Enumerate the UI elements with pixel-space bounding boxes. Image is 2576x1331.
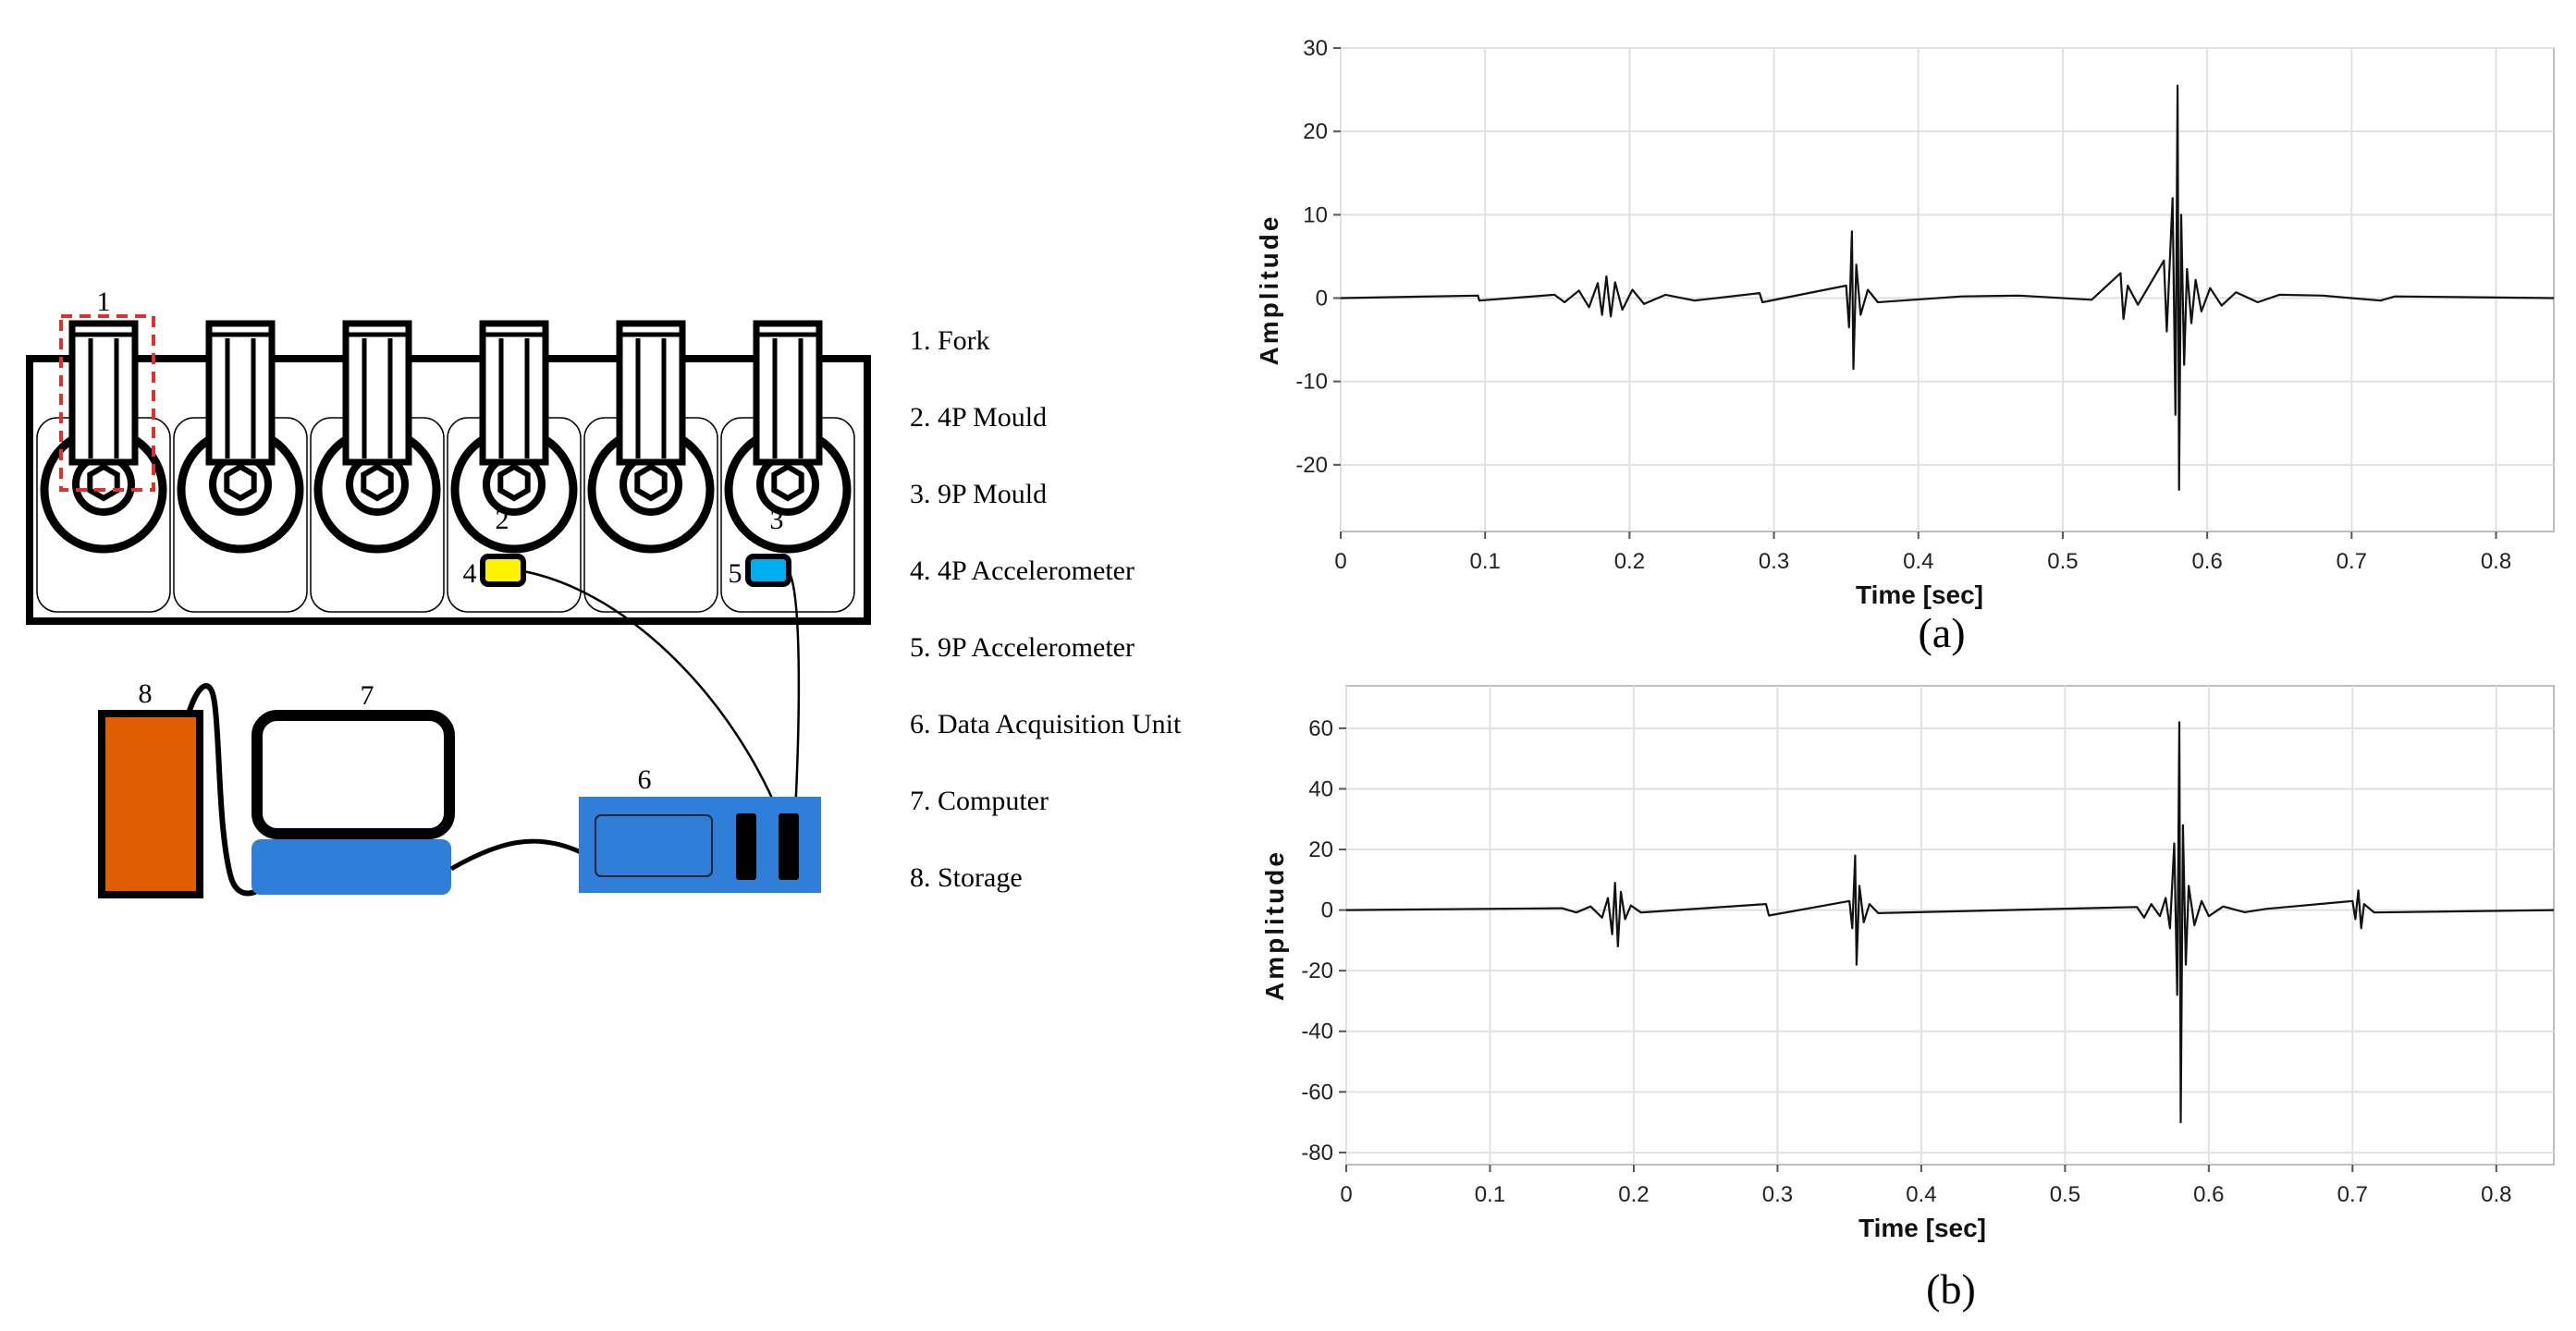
y-tick-label: -10 [1295, 370, 1328, 395]
x-tick-label: 0.1 [1470, 549, 1501, 574]
signal-series-line [1345, 721, 2555, 1124]
y-tick-label: 20 [1308, 837, 1333, 862]
legend-9p-accelerometer: 5. 9P Accelerometer [910, 632, 1135, 663]
y-tick-label: -40 [1301, 1020, 1333, 1044]
fork-hex-nut [87, 463, 120, 502]
computer-daq-cable [449, 838, 583, 872]
x-tick-label: 0.1 [1475, 1182, 1505, 1207]
daq-display [595, 814, 713, 877]
fork-hex-nut [634, 463, 668, 502]
fork-hex-nut [771, 463, 804, 502]
x-tick-label: 0.7 [2337, 1182, 2368, 1207]
legend-computer: 7. Computer [910, 786, 1049, 816]
y-axis-label: Amplitude [1255, 214, 1283, 366]
legend-storage: 8. Storage [910, 862, 1023, 893]
legend-fork: 1. Fork [910, 325, 990, 356]
label-6: 6 [638, 764, 652, 795]
daq-port-1 [736, 813, 756, 880]
y-tick-label: 0 [1321, 898, 1333, 923]
fork-outer [342, 320, 412, 466]
legend: 1. Fork 2. 4P Mould 3. 9P Mould 4. 4P Ac… [910, 325, 1182, 893]
fork [479, 320, 549, 502]
y-tick-label: 20 [1303, 119, 1328, 144]
y-tick-label: 60 [1308, 716, 1333, 741]
label-8: 8 [139, 678, 153, 709]
forks [68, 320, 823, 502]
x-tick-label: 0.8 [2481, 1182, 2511, 1207]
fork [342, 320, 412, 502]
label-3: 3 [770, 505, 784, 535]
legend-4p-mould: 2. 4P Mould [910, 402, 1047, 433]
fork-outer [479, 320, 549, 466]
x-tick-label: 0.7 [2337, 549, 2367, 574]
label-4: 4 [463, 558, 477, 589]
fork-outer [753, 320, 823, 466]
x-tick-label: 0.4 [1906, 1182, 1936, 1207]
caption-a: (a) [1918, 609, 1965, 656]
daq-port-2 [779, 813, 799, 880]
y-tick-label: -80 [1301, 1141, 1333, 1166]
label-1: 1 [97, 287, 111, 317]
chart-a: 0 0.1 0.2 0.3 0.4 0.5 0.6 0.7 0.8 30 20 10 0 -10 -20 Ti… [1255, 36, 2555, 609]
legend-9p-mould: 3. 9P Mould [910, 479, 1047, 509]
y-axis-label: Amplitude [1260, 849, 1289, 1001]
fork-hex-nut [361, 463, 394, 502]
y-tick-label: -20 [1295, 453, 1328, 478]
label-7: 7 [361, 680, 374, 711]
cable-9p-accelerometer [787, 570, 801, 814]
x-tick-label: 0.2 [1618, 1182, 1649, 1207]
x-axis-label: Time [sec] [1858, 1214, 1986, 1242]
fork-highlight-box [59, 314, 155, 492]
y-tick-label: 0 [1316, 287, 1328, 311]
fork [616, 320, 686, 502]
y-tick-label: 40 [1308, 776, 1333, 801]
x-tick-label: 0.8 [2481, 549, 2511, 574]
x-tick-label: 0.6 [2193, 1182, 2224, 1207]
accelerometer-4p [480, 554, 526, 587]
storage-cable [186, 683, 263, 897]
computer-base [251, 839, 451, 895]
plot-area [1340, 47, 2555, 532]
fork [753, 320, 823, 502]
y-tick-label: 10 [1303, 202, 1328, 227]
chart-b: 0 0.1 0.2 0.3 0.4 0.5 0.6 0.7 0.8 60 40 20 0 -20 -40 -6… [1260, 685, 2555, 1242]
x-axis-label: Time [sec] [1856, 580, 1983, 609]
x-tick-label: 0.3 [1759, 549, 1789, 574]
x-tick-label: 0.3 [1762, 1182, 1793, 1207]
x-tick-label: 0.4 [1903, 549, 1933, 574]
fork-outer [616, 320, 686, 466]
y-tick-label: 30 [1303, 36, 1328, 61]
legend-4p-accelerometer: 4. 4P Accelerometer [910, 556, 1135, 586]
x-tick-label: 0 [1340, 1182, 1352, 1207]
x-tick-label: 0 [1334, 549, 1346, 574]
fork-hex-nut [224, 463, 257, 502]
setup-diagram: 1 2 3 4 5 6 7 8 1. Fork 2. 4P Mould 3. 9… [26, 287, 1182, 898]
x-tick-label: 0.5 [2050, 1182, 2080, 1207]
storage-unit [98, 710, 203, 898]
fork-outer [68, 320, 139, 466]
fork-outer [205, 320, 276, 466]
x-tick-label: 0.6 [2191, 549, 2222, 574]
computer-monitor [251, 710, 455, 839]
y-tick-label: -20 [1301, 959, 1333, 983]
fork [205, 320, 276, 502]
cable-4p-accelerometer [522, 569, 790, 837]
accelerometer-9p [745, 554, 791, 587]
fork-hex-nut [497, 463, 531, 502]
signal-series-line [1340, 84, 2555, 491]
label-2: 2 [496, 505, 509, 535]
x-tick-label: 0.5 [2047, 549, 2078, 574]
y-tick-label: -60 [1301, 1080, 1333, 1105]
label-5: 5 [729, 558, 742, 589]
caption-b: (b) [1926, 1265, 1976, 1313]
x-tick-label: 0.2 [1614, 549, 1645, 574]
legend-data-acquisition-unit: 6. Data Acquisition Unit [910, 709, 1182, 739]
